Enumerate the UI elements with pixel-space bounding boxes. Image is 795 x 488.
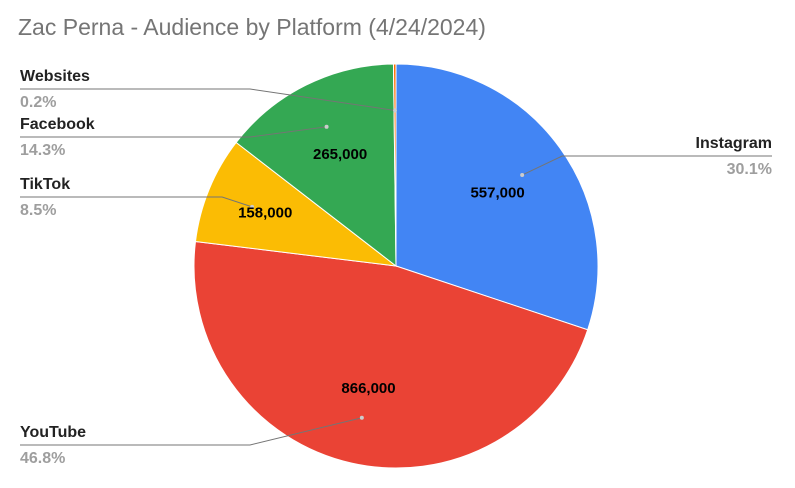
leader-dot-websites xyxy=(393,108,398,113)
callout-legend: Instagram 30.1% YouTube 46.8% TikTok 8.5% Face… xyxy=(20,68,772,467)
pie-slice-facebook[interactable] xyxy=(235,63,397,268)
leader-line-websites xyxy=(20,88,396,111)
callout-name-websites: Websites xyxy=(20,68,90,85)
leader-line-youtube xyxy=(20,417,362,446)
callout-percent-instagram: 30.1% xyxy=(727,161,772,178)
callout-name-facebook: Facebook xyxy=(20,116,95,133)
pie-slice-tiktok[interactable] xyxy=(194,141,398,267)
callout-name-youtube: YouTube xyxy=(20,424,86,441)
callout-percent-tiktok: 8.5% xyxy=(20,202,56,219)
leader-dot-tiktok xyxy=(250,204,255,209)
slice-value-label-youtube: 866,000 xyxy=(341,380,395,397)
leader-dot-instagram xyxy=(520,173,525,178)
chart-title: Zac Perna - Audience by Platform (4/24/2… xyxy=(18,14,486,40)
callout-name-instagram: Instagram xyxy=(696,135,772,152)
leader-line-tiktok xyxy=(20,196,253,208)
leader-dot-youtube xyxy=(359,415,364,420)
pie-slice-instagram[interactable] xyxy=(395,63,599,331)
slice-value-label-facebook: 265,000 xyxy=(313,146,367,163)
pie-slice-youtube[interactable] xyxy=(193,240,589,469)
slice-value-label-tiktok: 158,000 xyxy=(238,204,292,221)
leader-dot-facebook xyxy=(324,124,329,129)
callout-percent-facebook: 14.3% xyxy=(20,142,65,159)
slice-value-label-instagram: 557,000 xyxy=(470,185,524,202)
leader-lines xyxy=(20,88,772,446)
leader-line-instagram xyxy=(521,155,772,176)
callout-name-tiktok: TikTok xyxy=(20,176,70,193)
callout-percent-youtube: 46.8% xyxy=(20,450,65,467)
callout-percent-websites: 0.2% xyxy=(20,94,56,111)
pie-slices xyxy=(193,63,599,469)
pie-slice-websites[interactable] xyxy=(392,63,397,267)
slice-labels: 557,000 866,000 158,000 265,000 xyxy=(238,146,525,397)
leader-line-facebook xyxy=(20,126,327,138)
